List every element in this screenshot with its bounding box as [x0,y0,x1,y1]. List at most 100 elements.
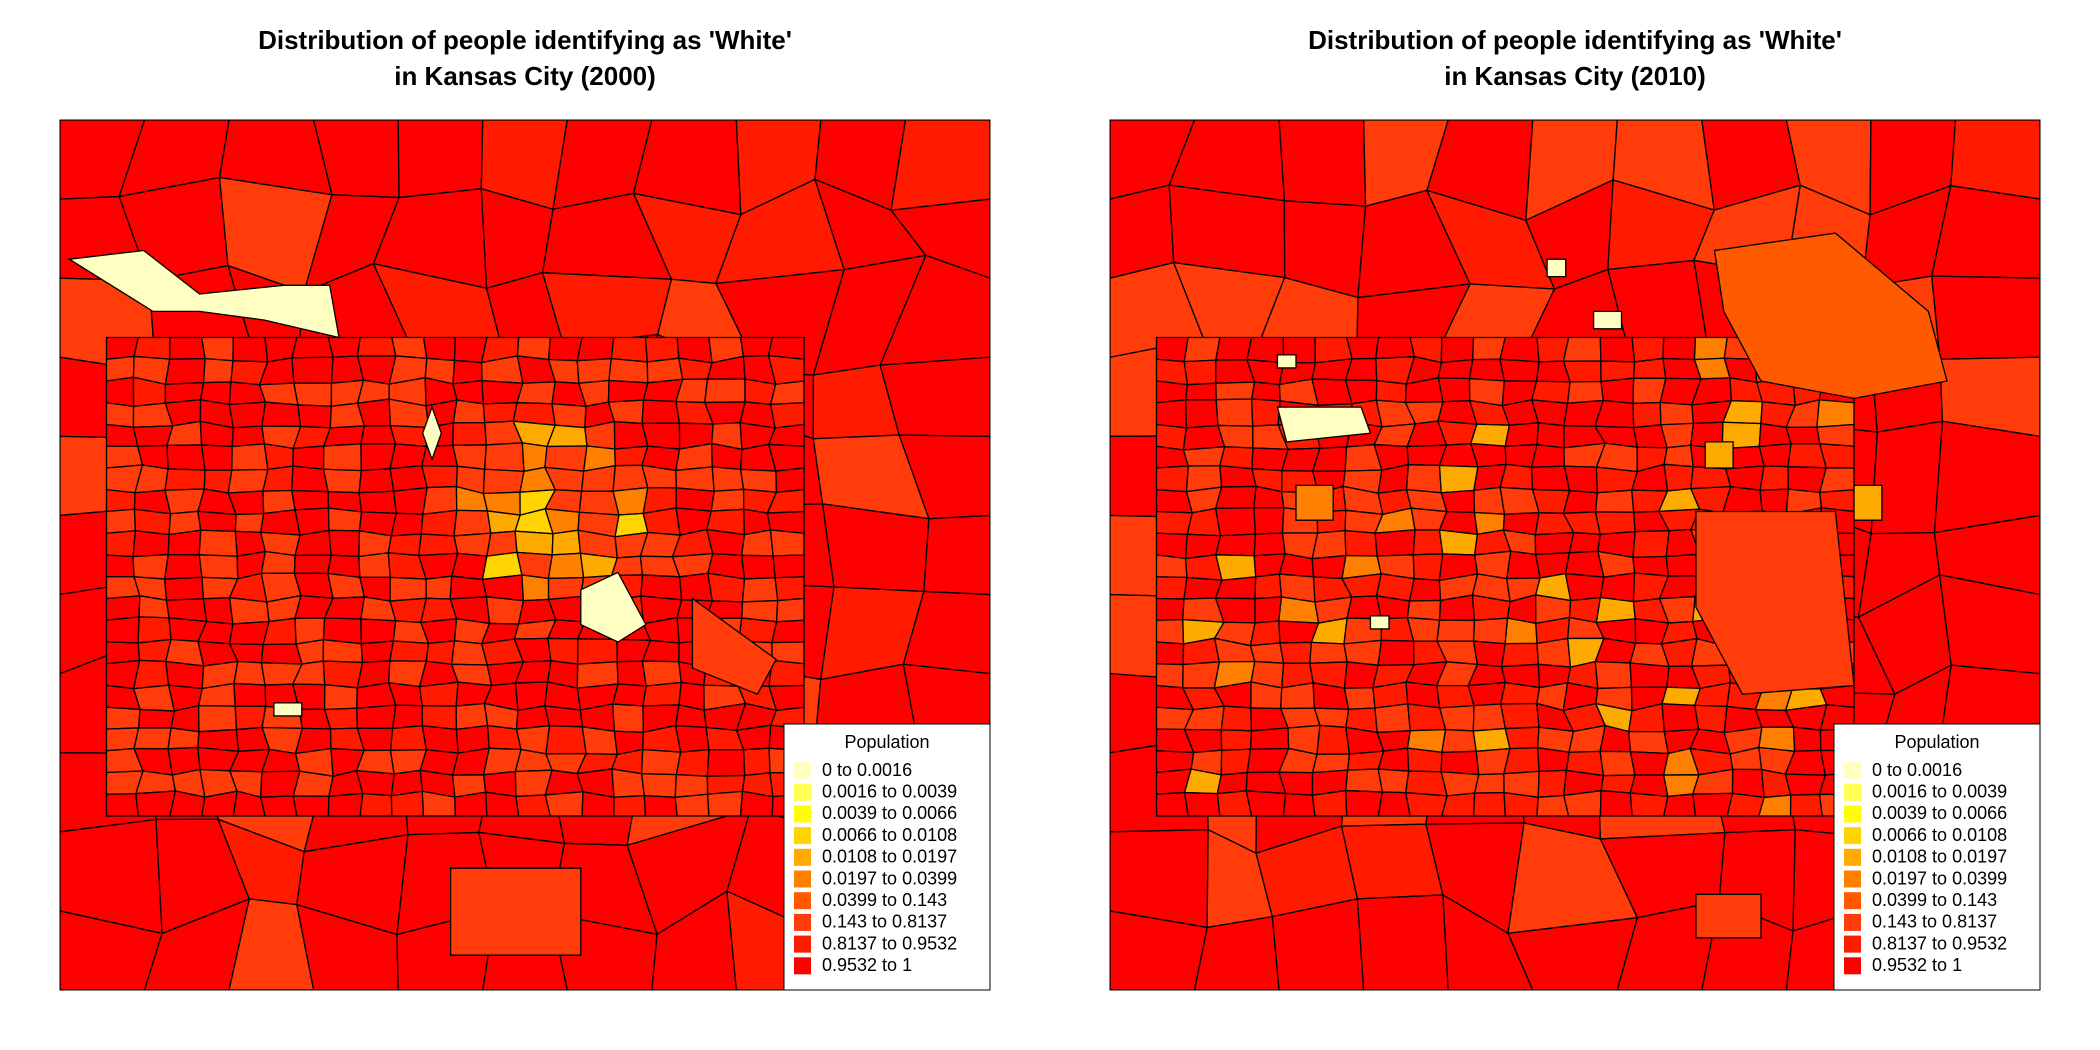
tract [1933,420,2040,534]
tract [1853,484,1883,521]
tract [273,702,303,717]
tract [132,659,170,690]
tract [611,768,646,798]
tract [1377,791,1411,817]
tract [1562,336,1602,362]
tract [1599,789,1633,817]
tract [1438,464,1479,494]
tract [1276,406,1372,443]
tract [132,530,170,558]
tract [772,554,805,579]
tract [651,890,738,990]
tract [1472,617,1509,645]
tract [228,898,315,990]
tract [425,640,456,666]
tract [706,528,746,557]
tract [232,336,269,363]
tract [1472,703,1507,732]
tract [485,596,525,625]
tract [1731,768,1765,799]
tract [735,724,772,751]
tract [1215,554,1257,581]
tract [234,705,267,731]
tract [1472,640,1506,668]
tract [263,443,294,471]
tract [450,552,488,581]
tract [769,529,805,557]
tract [1441,728,1477,754]
tract [578,490,620,516]
tract [1155,510,1194,535]
tract [105,508,137,534]
tract [1695,510,1855,695]
tract [1530,465,1571,492]
tract [1758,794,1792,817]
legend-label: 0.0197 to 0.0399 [822,868,957,888]
tract [322,443,362,472]
tract [741,577,779,603]
tract [322,468,362,494]
tract [1661,686,1702,707]
tract [1216,771,1248,795]
tract [640,748,682,776]
tract [514,530,554,556]
tract [1377,768,1410,794]
tract [105,706,141,730]
tract [1214,485,1257,510]
tract [1215,336,1253,361]
tract [1438,704,1475,732]
tract [1599,572,1636,603]
tract [1155,358,1189,386]
tract [1661,703,1700,733]
tract [1792,726,1822,752]
tract [323,683,358,711]
tract [576,336,615,362]
tract [1412,529,1444,556]
tract [1186,507,1222,537]
tract [233,660,266,686]
tract [1215,533,1257,557]
tract [420,465,459,489]
tract [323,707,358,730]
tract [1250,381,1281,402]
legend-label: 0.8137 to 0.9532 [822,933,957,953]
tract [1405,464,1442,494]
tract [521,574,550,602]
legend-label: 0.0197 to 0.0399 [1872,868,2007,888]
tract [322,660,364,689]
tract [1499,336,1540,363]
tract [132,425,174,447]
tract [1182,446,1226,467]
tract [259,509,301,536]
tract [1562,789,1602,817]
tract [60,910,163,990]
tract [228,620,270,646]
tract [291,356,334,384]
tract [1215,398,1254,427]
tract [227,468,269,494]
tract [1662,336,1697,361]
legend-title: Population [1894,732,1979,752]
tract [613,794,647,817]
tract [1182,661,1221,689]
tract [547,637,579,665]
tract [293,554,332,575]
tract [1183,359,1217,386]
tract [1155,423,1188,451]
tract [1406,599,1442,621]
tract [775,467,805,493]
tract [197,705,238,733]
tract [482,468,525,495]
legend-label: 0.0016 to 0.0039 [1872,781,2007,801]
tract [1663,444,1694,468]
legend-swatch [1844,783,1861,801]
tract [360,618,397,645]
tract [164,468,206,491]
tract [418,681,459,707]
tract [1253,507,1285,535]
tract [202,597,234,625]
tract [1662,793,1697,817]
tract [1629,792,1669,817]
tract [769,402,805,429]
tract [641,660,682,687]
